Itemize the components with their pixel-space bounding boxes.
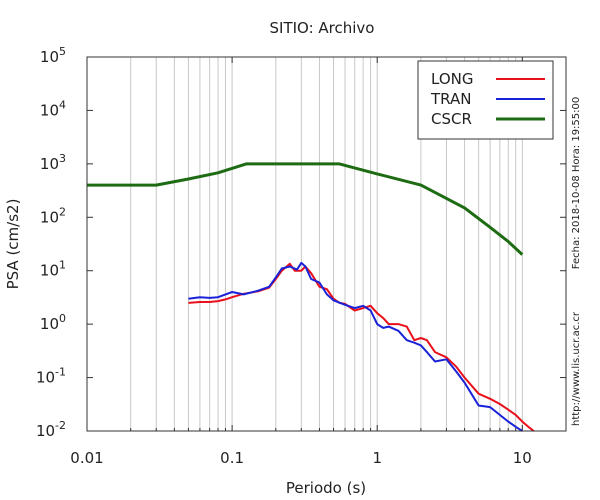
timestamp-text: Fecha: 2018-10-08 Hora: 19:55:00 xyxy=(571,97,582,270)
x-tick-label: 0.1 xyxy=(220,449,244,467)
legend-label-long: LONG xyxy=(431,70,473,88)
website-text: http://www.lis.ucr.ac.cr xyxy=(571,311,582,426)
chart-title: SITIO: Archivo xyxy=(270,19,375,37)
legend-label-tran: TRAN xyxy=(430,90,471,108)
legend-label-cscr: CSCR xyxy=(431,110,472,128)
plot-area xyxy=(87,162,535,432)
series-line-cscr xyxy=(87,162,524,256)
y-tick-label: 103 xyxy=(40,152,66,173)
legend: LONG TRAN CSCR xyxy=(417,60,554,140)
x-tick-label: 10 xyxy=(513,449,532,467)
y-tick-label: 102 xyxy=(40,205,66,226)
grid xyxy=(130,57,523,431)
y-tick-label: 10-2 xyxy=(36,419,66,440)
plot-frame xyxy=(86,56,567,432)
y-tick-label: 105 xyxy=(40,45,66,66)
series-line-tran xyxy=(188,261,523,432)
x-axis-label: Periodo (s) xyxy=(286,479,366,497)
y-tick-label: 101 xyxy=(40,259,66,280)
x-axis-ticks: 0.01 0.1 1 10 xyxy=(70,57,532,467)
y-tick-label: 10-1 xyxy=(36,366,66,387)
y-tick-label: 100 xyxy=(40,312,66,333)
x-tick-label: 1 xyxy=(372,449,382,467)
y-axis-ticks: 10-2 10-1 100 101 102 103 104 105 xyxy=(36,45,566,440)
x-tick-label: 0.01 xyxy=(70,449,103,467)
y-tick-label: 104 xyxy=(40,98,66,119)
y-axis-label: PSA (cm/s2) xyxy=(4,199,22,290)
